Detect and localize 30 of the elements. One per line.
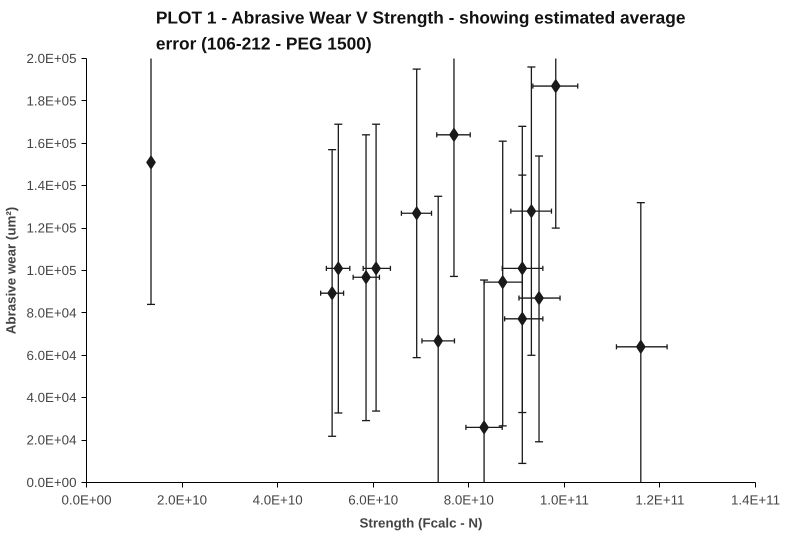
x-tick-label: 0.0E+00 [61, 492, 112, 508]
x-tick-label: 1.4E+11 [730, 492, 780, 508]
point [517, 261, 528, 276]
point [517, 312, 528, 326]
y-tick-label: 1.0E+05 [26, 263, 77, 278]
point [412, 206, 422, 220]
y-tick-label: 8.0E+04 [26, 305, 78, 320]
y-tick-label: 0.0E+00 [26, 475, 77, 490]
point [498, 275, 508, 290]
x-tick-label: 6.0E+10 [348, 492, 398, 508]
point [550, 79, 561, 94]
y-tick-label: 1.8E+05 [26, 93, 77, 108]
point [636, 340, 646, 354]
y-axis-title: Abrasive wear (um²) [3, 206, 18, 334]
x-tick-label: 1.0E+11 [540, 492, 589, 508]
point [433, 334, 444, 348]
x-tick-label: 2.0E+10 [157, 492, 208, 508]
x-axis-title: Strength (Fcalc - N) [360, 516, 482, 530]
y-tick-label: 1.2E+05 [26, 220, 77, 236]
y-tick-label: 1.4E+05 [26, 178, 77, 194]
x-tick-label: 4.0E+10 [252, 492, 303, 508]
x-tick-label: 8.0E+10 [444, 492, 494, 508]
y-tick-label: 1.6E+05 [26, 136, 77, 151]
y-tick-label: 6.0E+04 [26, 348, 78, 363]
chart-title: PLOT 1 - Abrasive Wear V Strength - showing estimated average error (106-212 - PEG 1500) [156, 8, 686, 54]
y-tick-label: 2.0E+05 [26, 51, 77, 66]
y-tick-label: 2.0E+04 [26, 432, 78, 448]
x-tick-label: 1.2E+11 [635, 492, 684, 508]
y-tick-label: 4.0E+04 [26, 390, 78, 406]
point [333, 261, 344, 276]
